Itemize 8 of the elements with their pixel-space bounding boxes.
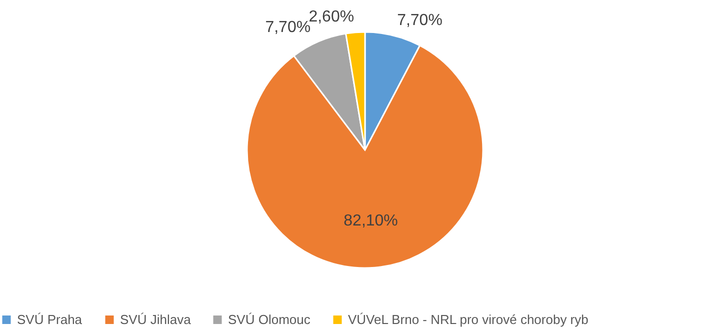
legend-label: SVÚ Praha <box>17 312 83 327</box>
data-label: 82,10% <box>344 212 398 230</box>
legend-label: SVÚ Olomouc <box>228 312 311 327</box>
legend-label: VÚVeL Brno - NRL pro virové choroby ryb <box>348 312 588 327</box>
data-label: 7,70% <box>265 18 311 36</box>
data-label: 7,70% <box>397 12 442 29</box>
data-label: 2,60% <box>308 8 354 26</box>
legend-label: SVÚ Jihlava <box>120 312 192 327</box>
